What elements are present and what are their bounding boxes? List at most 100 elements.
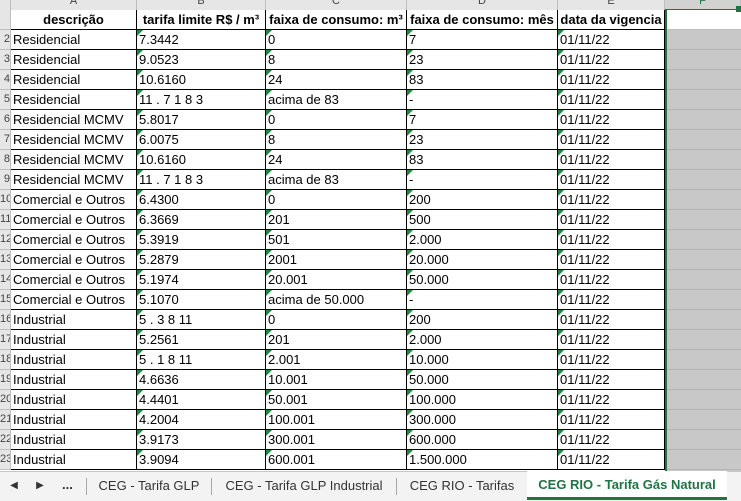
table-cell[interactable]: 01/11/22 bbox=[558, 110, 665, 130]
row-number[interactable]: 11 bbox=[0, 210, 11, 230]
table-cell[interactable]: 23 bbox=[407, 50, 558, 70]
table-cell[interactable]: 01/11/22 bbox=[558, 330, 665, 350]
table-cell[interactable]: 83 bbox=[407, 70, 558, 90]
row-number[interactable]: 14 bbox=[0, 270, 11, 290]
row-number[interactable]: 19 bbox=[0, 370, 11, 390]
table-cell[interactable]: 01/11/22 bbox=[558, 130, 665, 150]
table-cell[interactable]: 2.000 bbox=[407, 330, 558, 350]
table-cell[interactable]: 0 bbox=[266, 310, 407, 330]
table-cell[interactable]: 9.0523 bbox=[137, 50, 266, 70]
table-cell[interactable]: 100.001 bbox=[266, 410, 407, 430]
table-cell[interactable]: Residencial bbox=[11, 90, 137, 110]
table-cell[interactable]: - bbox=[407, 90, 558, 110]
header-cell[interactable]: descrição bbox=[11, 10, 137, 30]
table-cell[interactable]: 5.8017 bbox=[137, 110, 266, 130]
table-cell[interactable]: 2001 bbox=[266, 250, 407, 270]
table-cell[interactable]: 01/11/22 bbox=[558, 290, 665, 310]
table-cell[interactable]: 10.000 bbox=[407, 350, 558, 370]
table-cell[interactable]: Industrial bbox=[11, 410, 137, 430]
row-number[interactable]: 15 bbox=[0, 290, 11, 310]
table-cell[interactable]: 4.6636 bbox=[137, 370, 266, 390]
table-cell[interactable]: 01/11/22 bbox=[558, 170, 665, 190]
row-number[interactable]: 2 bbox=[0, 30, 11, 50]
row-number[interactable]: 5 bbox=[0, 90, 11, 110]
table-cell[interactable]: Comercial e Outros bbox=[11, 250, 137, 270]
table-cell[interactable]: Residencial bbox=[11, 70, 137, 90]
table-cell[interactable]: 300.001 bbox=[266, 430, 407, 450]
table-cell[interactable]: Industrial bbox=[11, 330, 137, 350]
table-cell[interactable]: 6.3669 bbox=[137, 210, 266, 230]
table-cell[interactable]: 50.000 bbox=[407, 370, 558, 390]
table-cell[interactable]: 5.2561 bbox=[137, 330, 266, 350]
table-cell[interactable]: 2.001 bbox=[266, 350, 407, 370]
table-cell[interactable]: acima de 83 bbox=[266, 170, 407, 190]
table-cell[interactable]: 24 bbox=[266, 150, 407, 170]
table-cell[interactable]: 01/11/22 bbox=[558, 150, 665, 170]
table-cell[interactable]: Industrial bbox=[11, 450, 137, 470]
table-cell[interactable]: 201 bbox=[266, 210, 407, 230]
table-cell[interactable]: 7.3442 bbox=[137, 30, 266, 50]
table-cell[interactable]: 0 bbox=[266, 110, 407, 130]
header-cell[interactable]: faixa de consumo: m³ bbox=[266, 10, 407, 30]
table-cell[interactable]: 23 bbox=[407, 130, 558, 150]
table-cell[interactable]: 01/11/22 bbox=[558, 230, 665, 250]
table-cell[interactable]: 6.0075 bbox=[137, 130, 266, 150]
row-number[interactable]: 23 bbox=[0, 450, 11, 470]
table-cell[interactable]: Comercial e Outros bbox=[11, 230, 137, 250]
table-cell[interactable]: Residencial MCMV bbox=[11, 150, 137, 170]
table-cell[interactable]: 01/11/22 bbox=[558, 450, 665, 470]
table-cell[interactable]: - bbox=[407, 290, 558, 310]
table-cell[interactable]: 6.4300 bbox=[137, 190, 266, 210]
tab-ceg-tarifa-glp-industrial[interactable]: CEG - Tarifa GLP Industrial bbox=[225, 478, 383, 493]
row-number[interactable]: 10 bbox=[0, 190, 11, 210]
row-number[interactable]: 7 bbox=[0, 130, 11, 150]
table-cell[interactable]: 20.000 bbox=[407, 250, 558, 270]
table-cell[interactable]: 5.2879 bbox=[137, 250, 266, 270]
table-cell[interactable]: 01/11/22 bbox=[558, 90, 665, 110]
table-cell[interactable]: Residencial bbox=[11, 50, 137, 70]
table-cell[interactable]: 100.000 bbox=[407, 390, 558, 410]
table-cell[interactable]: 01/11/22 bbox=[558, 430, 665, 450]
table-cell[interactable]: 201 bbox=[266, 330, 407, 350]
table-cell[interactable]: 01/11/22 bbox=[558, 190, 665, 210]
table-cell[interactable]: Comercial e Outros bbox=[11, 210, 137, 230]
table-cell[interactable]: Comercial e Outros bbox=[11, 270, 137, 290]
header-cell[interactable]: faixa de consumo: mês bbox=[407, 10, 558, 30]
table-cell[interactable]: 5 . 1 8 11 bbox=[137, 350, 266, 370]
table-cell[interactable]: 4.2004 bbox=[137, 410, 266, 430]
selected-column-f[interactable] bbox=[665, 6, 741, 471]
row-number[interactable]: 18 bbox=[0, 350, 11, 370]
table-cell[interactable]: 01/11/22 bbox=[558, 310, 665, 330]
table-cell[interactable]: Industrial bbox=[11, 430, 137, 450]
column-f-header-cell[interactable] bbox=[667, 10, 741, 30]
table-cell[interactable]: 0 bbox=[266, 190, 407, 210]
table-cell[interactable]: 01/11/22 bbox=[558, 30, 665, 50]
table-cell[interactable]: 01/11/22 bbox=[558, 50, 665, 70]
table-cell[interactable]: 5.3919 bbox=[137, 230, 266, 250]
table-cell[interactable]: 1.500.000 bbox=[407, 450, 558, 470]
table-cell[interactable]: 600.000 bbox=[407, 430, 558, 450]
row-number[interactable]: 8 bbox=[0, 150, 11, 170]
row-number[interactable]: 20 bbox=[0, 390, 11, 410]
table-cell[interactable]: Residencial bbox=[11, 30, 137, 50]
row-number[interactable]: 17 bbox=[0, 330, 11, 350]
table-cell[interactable]: Residencial MCMV bbox=[11, 130, 137, 150]
table-cell[interactable]: Comercial e Outros bbox=[11, 190, 137, 210]
table-cell[interactable]: 01/11/22 bbox=[558, 370, 665, 390]
table-cell[interactable]: 01/11/22 bbox=[558, 390, 665, 410]
table-cell[interactable]: 3.9094 bbox=[137, 450, 266, 470]
row-number[interactable]: 4 bbox=[0, 70, 11, 90]
row-number[interactable]: 21 bbox=[0, 410, 11, 430]
header-cell[interactable]: tarifa limite R$ / m³ bbox=[137, 10, 266, 30]
table-cell[interactable]: - bbox=[407, 170, 558, 190]
table-cell[interactable]: 7 bbox=[407, 110, 558, 130]
row-number[interactable]: 12 bbox=[0, 230, 11, 250]
triangle-right-icon[interactable]: ▶ bbox=[36, 480, 44, 491]
table-cell[interactable]: 01/11/22 bbox=[558, 210, 665, 230]
table-cell[interactable]: 50.000 bbox=[407, 270, 558, 290]
table-cell[interactable]: 5 . 3 8 11 bbox=[137, 310, 266, 330]
table-cell[interactable]: acima de 50.000 bbox=[266, 290, 407, 310]
more-sheets-button[interactable]: ... bbox=[62, 477, 73, 492]
table-cell[interactable]: Industrial bbox=[11, 350, 137, 370]
